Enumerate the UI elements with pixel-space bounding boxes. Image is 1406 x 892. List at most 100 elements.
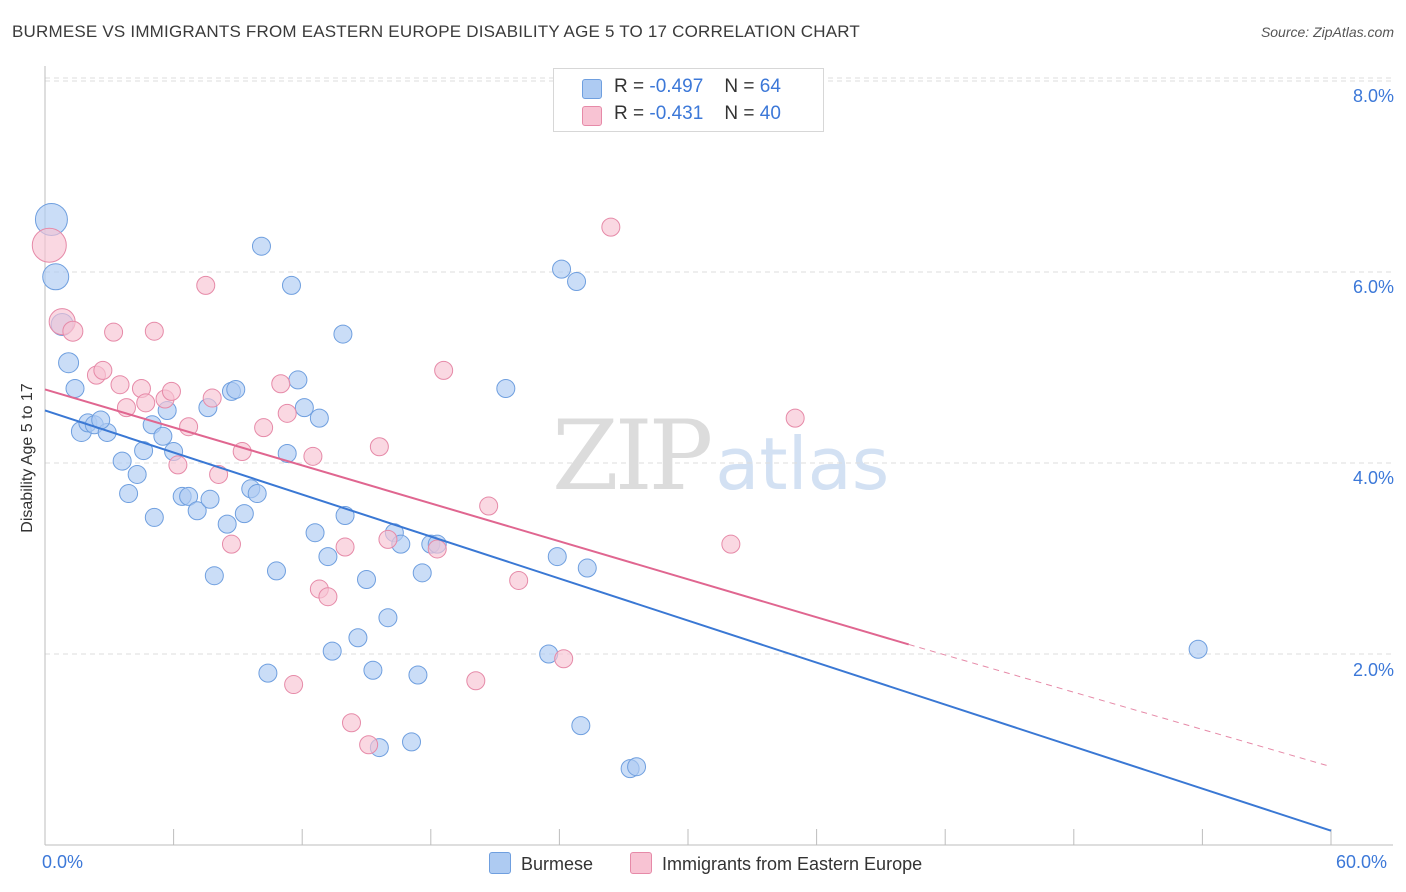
point-eastern-europe — [785, 408, 805, 428]
point-eastern-europe — [284, 675, 304, 695]
point-burmese — [134, 441, 154, 461]
point-burmese — [200, 489, 220, 509]
point-eastern-europe — [254, 418, 274, 438]
legend-item-eastern-europe: Immigrants from Eastern Europe — [630, 852, 922, 875]
point-burmese — [65, 379, 85, 399]
point-burmese — [144, 507, 164, 527]
point-burmese — [378, 608, 398, 628]
point-eastern-europe — [271, 374, 291, 394]
point-burmese — [402, 732, 422, 752]
point-burmese — [277, 443, 297, 463]
legend-row-eastern-europe: R = -0.431 N = 40 — [554, 101, 823, 129]
legend-swatch-burmese — [582, 79, 602, 99]
watermark-atlas: atlas — [715, 422, 890, 506]
point-burmese — [288, 370, 308, 390]
point-eastern-europe — [369, 437, 389, 457]
legend-text: R = -0.497 N = 64 — [614, 76, 781, 98]
point-eastern-europe — [601, 217, 621, 237]
point-eastern-europe — [31, 227, 67, 263]
point-burmese — [318, 547, 338, 567]
point-eastern-europe — [554, 649, 574, 669]
r-value: -0.497 — [649, 76, 704, 97]
point-burmese — [408, 665, 428, 685]
r-label: R = — [614, 76, 645, 97]
point-eastern-europe — [136, 393, 156, 413]
point-eastern-europe — [277, 403, 297, 423]
point-eastern-europe — [721, 534, 741, 554]
source-label: Source: ZipAtlas.com — [1260, 24, 1394, 40]
chart-title: BURMESE VS IMMIGRANTS FROM EASTERN EUROP… — [12, 22, 860, 41]
point-eastern-europe — [202, 388, 222, 408]
point-eastern-europe — [62, 320, 84, 342]
legend-swatch-burmese — [489, 852, 511, 874]
point-eastern-europe — [144, 321, 164, 341]
point-burmese — [363, 660, 383, 680]
point-eastern-europe — [110, 375, 130, 395]
point-burmese — [42, 263, 70, 291]
watermark: ZIPatlas — [552, 400, 889, 512]
point-eastern-europe — [341, 713, 361, 733]
y-tick-label: 6.0% — [1352, 277, 1394, 297]
point-burmese — [127, 464, 147, 484]
legend-text: R = -0.431 N = 40 — [614, 103, 781, 125]
y-axis-label: Disability Age 5 to 17 — [19, 383, 36, 533]
point-eastern-europe — [209, 464, 229, 484]
y-tick-label: 2.0% — [1352, 660, 1394, 680]
x-tick-label-max: 60.0% — [1336, 852, 1388, 872]
y-tick-label: 8.0% — [1352, 86, 1394, 106]
point-burmese — [217, 514, 237, 534]
y-tick-label: 4.0% — [1352, 468, 1394, 488]
point-burmese — [112, 451, 132, 471]
point-burmese — [234, 504, 254, 524]
n-value: 40 — [759, 103, 781, 124]
legend-label: Immigrants from Eastern Europe — [662, 854, 923, 874]
point-burmese — [226, 379, 246, 399]
point-burmese — [305, 523, 325, 543]
point-burmese — [567, 272, 587, 292]
point-burmese — [552, 259, 572, 279]
point-eastern-europe — [318, 587, 338, 607]
point-eastern-europe — [466, 671, 486, 691]
point-burmese — [322, 641, 342, 661]
legend-swatch-eastern-europe — [630, 852, 652, 874]
point-eastern-europe — [434, 360, 454, 380]
legend-row-burmese: R = -0.497 N = 64 — [554, 74, 823, 102]
point-burmese — [348, 628, 368, 648]
point-eastern-europe — [479, 496, 499, 516]
watermark-zip: ZIP — [552, 400, 713, 512]
point-burmese — [496, 379, 516, 399]
n-label: N = — [724, 103, 755, 124]
n-label: N = — [724, 76, 755, 97]
point-eastern-europe — [93, 360, 113, 380]
point-burmese — [281, 275, 301, 295]
r-label: R = — [614, 103, 645, 124]
trend-line-eastern-europe — [44, 388, 910, 646]
point-burmese — [412, 563, 432, 583]
point-burmese — [309, 408, 329, 428]
r-value: -0.431 — [649, 103, 704, 124]
point-burmese — [294, 398, 314, 418]
trend-line-burmese — [44, 409, 1332, 832]
x-tick-label-min: 0.0% — [42, 852, 84, 872]
point-burmese — [333, 324, 353, 344]
point-burmese — [627, 757, 647, 777]
point-eastern-europe — [303, 446, 323, 466]
point-burmese — [258, 663, 278, 683]
point-eastern-europe — [378, 529, 398, 549]
point-burmese — [1188, 639, 1208, 659]
point-eastern-europe — [104, 322, 124, 342]
point-eastern-europe — [335, 537, 355, 557]
point-eastern-europe — [221, 534, 241, 554]
point-burmese — [251, 236, 271, 256]
trend-line-extension — [908, 643, 1332, 768]
point-eastern-europe — [196, 275, 216, 295]
point-eastern-europe — [427, 539, 447, 559]
series-legend: Burmese Immigrants from Eastern Europe — [0, 852, 1406, 878]
point-burmese — [247, 484, 267, 504]
point-burmese — [547, 547, 567, 567]
point-eastern-europe — [509, 570, 529, 590]
legend-item-burmese: Burmese — [489, 852, 593, 875]
point-burmese — [266, 561, 286, 581]
point-eastern-europe — [161, 381, 181, 401]
